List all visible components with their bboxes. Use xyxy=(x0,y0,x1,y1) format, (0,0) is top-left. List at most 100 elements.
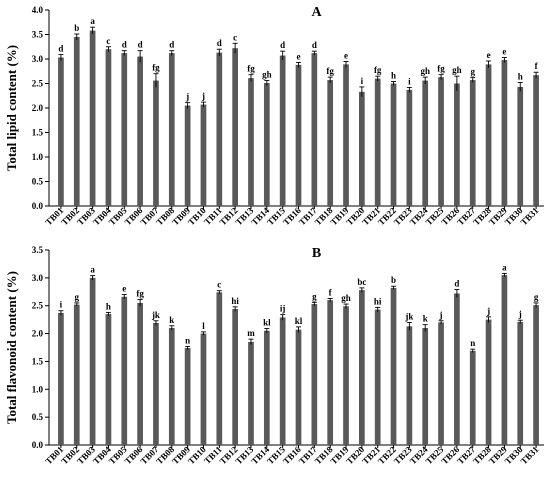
significance-letter: d xyxy=(280,40,285,50)
significance-letter: fg xyxy=(152,63,160,73)
bar xyxy=(359,91,365,206)
bar xyxy=(248,78,254,206)
x-tick-label: TB31 xyxy=(519,205,541,227)
significance-letter: hi xyxy=(231,296,239,306)
significance-letter: n xyxy=(185,335,190,345)
significance-letter: bc xyxy=(357,277,366,287)
significance-letter: c xyxy=(233,32,237,42)
significance-letter: kl xyxy=(263,318,271,328)
significance-letter: j xyxy=(518,309,522,319)
bar xyxy=(485,64,492,206)
significance-letter: m xyxy=(247,328,255,338)
y-axis-label: Total flavonoid content (%) xyxy=(4,271,19,424)
y-tick-label: 3.0 xyxy=(32,54,44,64)
significance-letter: gh xyxy=(452,65,462,75)
significance-letter: fg xyxy=(136,289,144,299)
significance-letter: kl xyxy=(295,316,303,326)
significance-letter: j xyxy=(201,91,205,101)
bar xyxy=(422,328,429,445)
bar xyxy=(374,309,381,445)
bar xyxy=(263,83,270,206)
bar xyxy=(184,105,191,206)
y-tick-label: 1.0 xyxy=(32,384,44,394)
bar xyxy=(406,89,413,206)
bar xyxy=(406,326,413,445)
bar xyxy=(517,86,524,206)
significance-letter: g xyxy=(534,292,539,302)
significance-letter: e xyxy=(502,47,506,57)
bar xyxy=(501,275,508,445)
bar xyxy=(89,30,96,206)
bar xyxy=(58,57,64,206)
bar xyxy=(137,56,143,206)
significance-letter: gh xyxy=(341,293,351,303)
significance-letter: c xyxy=(106,36,110,46)
significance-letter: a xyxy=(90,16,95,26)
bar xyxy=(200,104,207,206)
bar xyxy=(438,322,444,445)
bar xyxy=(279,317,286,445)
significance-letter: j xyxy=(439,310,443,320)
bar xyxy=(58,312,64,445)
bar xyxy=(469,350,476,445)
y-tick-label: 3.0 xyxy=(32,273,44,283)
y-tick-label: 2.0 xyxy=(32,103,44,113)
bar xyxy=(216,52,223,206)
y-tick-label: 0.5 xyxy=(32,412,44,422)
significance-letter: i xyxy=(408,76,411,86)
bar xyxy=(422,80,429,206)
significance-letter: e xyxy=(344,50,348,60)
bar xyxy=(73,304,80,445)
bar xyxy=(359,290,365,445)
bar xyxy=(216,292,223,445)
bar xyxy=(153,80,159,206)
significance-letter: b xyxy=(74,23,79,33)
significance-letter: g xyxy=(312,291,317,301)
significance-letter: l xyxy=(202,321,205,331)
significance-letter: e xyxy=(487,50,491,60)
significance-letter: jk xyxy=(151,310,160,320)
significance-letter: g xyxy=(75,292,80,302)
bar xyxy=(327,80,334,206)
bar xyxy=(153,322,159,445)
significance-letter: i xyxy=(361,76,364,86)
y-tick-label: 1.5 xyxy=(32,356,44,366)
significance-letter: k xyxy=(423,314,428,324)
y-tick-label: 0.0 xyxy=(32,440,44,450)
significance-letter: fg xyxy=(247,64,255,74)
bar xyxy=(390,287,397,445)
significance-letter: d xyxy=(122,40,127,50)
bar xyxy=(105,49,112,207)
bar xyxy=(89,277,96,445)
bar xyxy=(295,329,302,445)
significance-letter: d xyxy=(312,40,317,50)
significance-letter: jk xyxy=(404,311,413,321)
significance-letter: i xyxy=(60,300,63,310)
bar xyxy=(485,319,492,445)
bar xyxy=(121,296,128,445)
significance-letter: h xyxy=(391,71,396,81)
significance-letter: k xyxy=(169,315,174,325)
significance-letter: e xyxy=(297,51,301,61)
bar xyxy=(184,348,191,445)
significance-letter: hi xyxy=(374,296,382,306)
bar xyxy=(501,59,508,207)
y-tick-label: 0.0 xyxy=(32,201,44,211)
y-axis-label: Total lipid content (%) xyxy=(4,45,19,171)
y-tick-label: 2.0 xyxy=(32,329,44,339)
y-tick-label: 3.5 xyxy=(32,245,44,255)
significance-letter: fg xyxy=(437,64,445,74)
y-tick-label: 4.0 xyxy=(32,5,44,15)
y-tick-label: 2.5 xyxy=(32,301,44,311)
bar xyxy=(73,36,80,207)
significance-letter: h xyxy=(518,72,523,82)
bar xyxy=(517,321,524,445)
panel-title: A xyxy=(311,5,322,20)
significance-letter: a xyxy=(502,262,507,272)
significance-letter: e xyxy=(122,284,126,294)
bar xyxy=(263,330,270,445)
x-tick-label: TB31 xyxy=(519,444,541,466)
bar xyxy=(438,77,444,206)
significance-letter: d xyxy=(217,38,222,48)
